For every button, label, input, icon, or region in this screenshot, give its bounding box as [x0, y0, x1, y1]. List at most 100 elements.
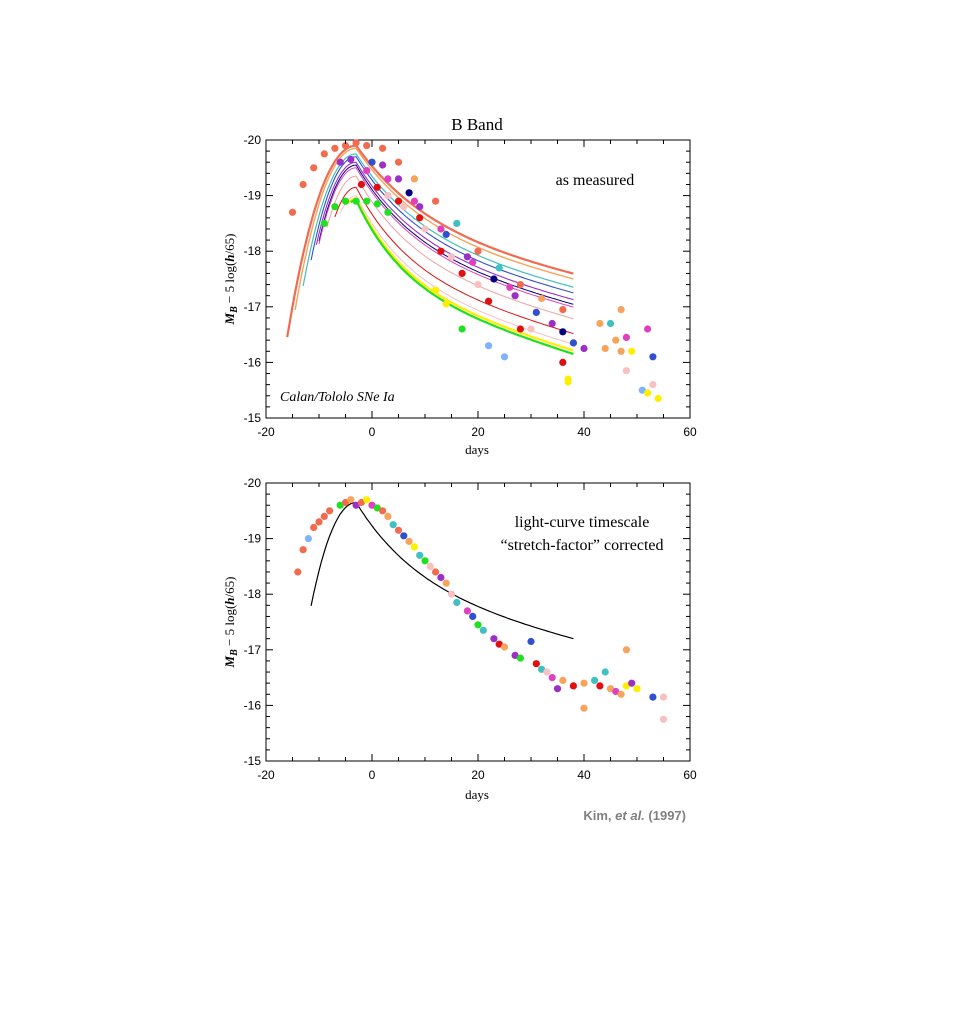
data-point-8: [341, 498, 350, 507]
data-point-23: [421, 557, 429, 565]
data-point-77: [628, 347, 636, 355]
data-point-31: [559, 328, 567, 336]
data-point-30: [463, 607, 471, 615]
data-point-52: [606, 685, 615, 693]
data-point-18: [336, 158, 344, 166]
data-point-28: [447, 590, 456, 598]
data-point-40: [532, 660, 540, 668]
data-point-6: [352, 139, 360, 147]
data-point-47: [580, 679, 588, 687]
data-point-43: [548, 674, 556, 682]
data-point-68: [580, 344, 588, 353]
data-point-32: [474, 621, 482, 629]
data-point-72: [612, 336, 620, 344]
data-point-36: [500, 643, 509, 651]
data-point-42: [437, 247, 445, 255]
data-point-53: [331, 203, 339, 211]
data-point-13: [474, 247, 482, 255]
data-point-8: [379, 144, 387, 152]
data-point-67: [569, 339, 578, 347]
data-point-54: [617, 690, 625, 698]
data-point-24: [416, 203, 424, 211]
x-tick-label: 60: [683, 768, 697, 782]
data-point-55: [622, 646, 631, 654]
data-point-22: [416, 551, 424, 559]
x-axis-label: days: [465, 787, 489, 802]
tick-group: -20 0 20 40 60 -20 -19 -18 -17 -16 -15: [244, 133, 697, 439]
data-point-1: [299, 546, 307, 554]
data-point-16: [384, 512, 392, 521]
data-point-33: [479, 626, 487, 634]
x-tick-label: -20: [257, 425, 275, 439]
y-tick-label: -20: [244, 133, 262, 147]
data-point-57: [373, 200, 381, 208]
data-point-59: [649, 693, 657, 701]
data-point-81: [649, 353, 657, 361]
data-point-41: [538, 665, 546, 673]
data-point-20: [405, 537, 413, 546]
data-point-62: [485, 342, 493, 350]
data-point-18: [394, 526, 403, 534]
data-point-29: [453, 598, 461, 607]
data-point-47: [400, 203, 408, 211]
data-point-0: [294, 568, 302, 576]
data-point-50: [474, 281, 482, 289]
data-point-4: [331, 144, 339, 152]
data-point-58: [633, 685, 641, 693]
data-point-44: [553, 685, 562, 693]
data-point-58: [384, 208, 392, 216]
data-point-75: [622, 333, 631, 341]
template-curve-2: [302, 153, 574, 288]
annotation-as-measured: as measured: [556, 172, 635, 189]
y-tick-label: -17: [244, 643, 262, 657]
x-axis-label: days: [465, 442, 489, 457]
data-point-74: [617, 306, 625, 314]
template-curve-4: [315, 161, 574, 301]
data-point-14: [373, 504, 381, 512]
data-point-33: [384, 175, 392, 183]
data-point-3: [310, 523, 318, 532]
template-curve-6: [318, 167, 574, 308]
data-point-49: [447, 253, 456, 261]
data-point-6: [326, 507, 334, 515]
data-point-71: [606, 319, 615, 328]
data-point-66: [564, 378, 572, 386]
data-point-24: [426, 562, 434, 571]
data-point-10: [352, 501, 360, 509]
data-point-37: [511, 651, 519, 660]
x-tick-label: 60: [683, 425, 697, 439]
data-point-10: [410, 175, 418, 183]
data-point-19: [347, 155, 355, 164]
data-point-11: [432, 197, 440, 205]
y-tick-label: -16: [244, 355, 262, 369]
data-point-39: [527, 637, 535, 646]
data-point-54: [341, 197, 350, 205]
data-point-35: [437, 225, 445, 233]
y-tick-label: -17: [244, 300, 262, 314]
data-point-31: [469, 612, 477, 621]
data-point-56: [363, 197, 371, 205]
data-point-53: [612, 687, 620, 696]
data-point-11: [357, 498, 365, 507]
data-point-60: [659, 693, 668, 701]
data-point-55: [352, 197, 360, 205]
panel-stretch-corrected: -20 0 20 40 60 -20 -19 -18 -17 -16 -15 days MB − 5…: [222, 476, 697, 802]
template-curve-0: [286, 144, 574, 338]
data-point-69: [596, 319, 604, 328]
panel-as-measured: B Band -20 0 20 40 60 -20 -19 -18 -17 -16 -15 days…: [222, 115, 697, 457]
data-point-5: [341, 142, 350, 150]
x-tick-label: 40: [577, 768, 591, 782]
x-tick-label: -20: [257, 768, 275, 782]
y-tick-label: -16: [244, 698, 262, 712]
data-point-40: [394, 197, 403, 205]
template-curve-3: [310, 156, 574, 294]
data-point-7: [336, 501, 344, 509]
data-point-48: [421, 225, 429, 233]
data-point-9: [347, 496, 355, 504]
x-tick-label: 40: [577, 425, 591, 439]
data-point-5: [320, 512, 328, 521]
data-point-61: [458, 325, 466, 333]
x-tick-label: 0: [369, 768, 376, 782]
credit-citation: Kim, et al. (1997): [583, 808, 686, 823]
